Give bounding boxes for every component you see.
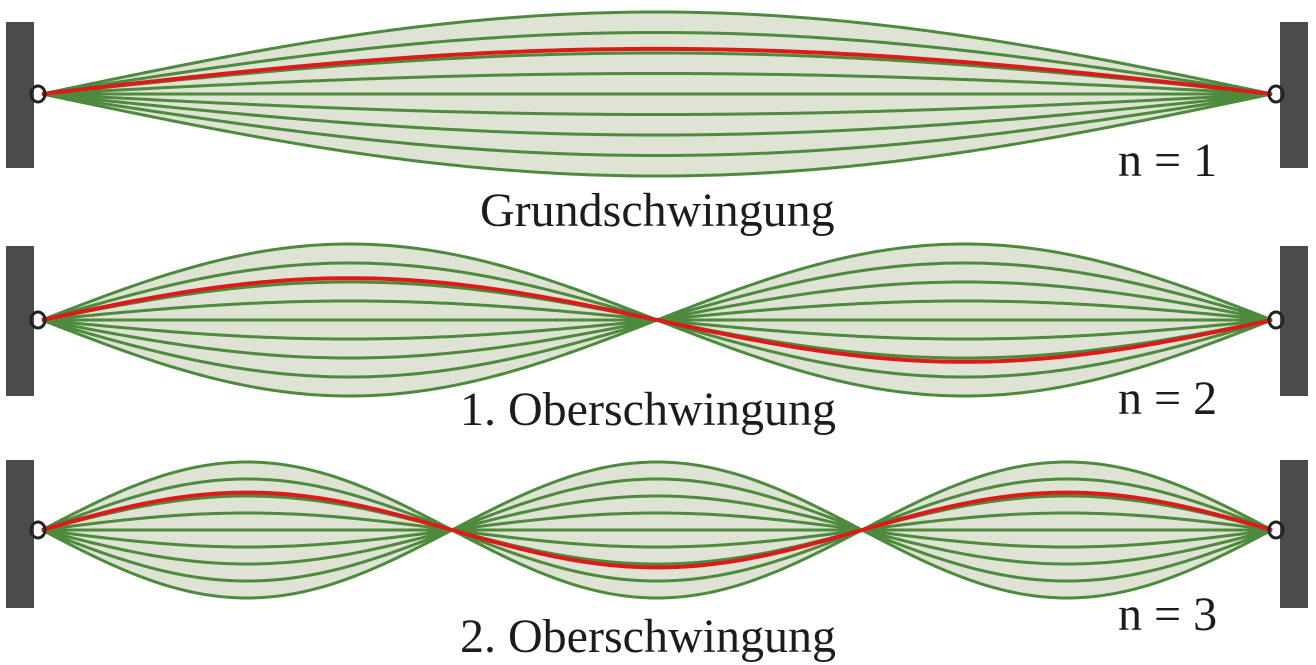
- string-position-curve: [41, 10, 1273, 96]
- highlighted-string-curve: [41, 276, 1273, 364]
- string-wave-2: [29, 242, 1285, 398]
- mode-1-name: Grundschwingung: [480, 184, 835, 237]
- right-clamp-2: [1280, 246, 1308, 396]
- left-eyelet: [29, 84, 47, 104]
- left-clamp-1: [6, 22, 34, 168]
- string-position-curve: [41, 511, 1273, 549]
- string-position-curve: [41, 511, 1273, 549]
- mode-3-group: n = 3 2. Oberschwingung: [6, 460, 1308, 663]
- left-eyelet: [29, 310, 47, 330]
- right-eyelet: [1267, 310, 1285, 330]
- string-position-curve: [41, 460, 1273, 600]
- string-position-curve: [41, 92, 1273, 178]
- mode-2-name: 1. Oberschwingung: [460, 383, 836, 436]
- right-clamp-1: [1280, 22, 1308, 168]
- string-position-curve: [41, 30, 1273, 96]
- mode-2-n-label: n = 2: [1118, 372, 1217, 425]
- left-clamp-3: [6, 460, 34, 608]
- string-position-curve: [41, 92, 1273, 116]
- string-position-curve: [41, 92, 1273, 158]
- string-position-curve: [41, 494, 1273, 566]
- right-eyelet: [1267, 520, 1285, 540]
- string-position-curve: [41, 460, 1273, 600]
- string-wave-3: [29, 460, 1285, 600]
- string-wave-1: [29, 10, 1285, 178]
- mode-1-n-label: n = 1: [1118, 134, 1217, 187]
- left-eyelet: [29, 520, 47, 540]
- string-position-curve: [41, 494, 1273, 566]
- mode-3-name: 2. Oberschwingung: [460, 610, 836, 663]
- string-position-curve: [41, 72, 1273, 96]
- right-clamp-3: [1280, 460, 1308, 608]
- string-position-curve: [41, 51, 1273, 96]
- string-position-curve: [41, 92, 1273, 137]
- highlighted-string-curve: [41, 46, 1273, 96]
- string-position-curve: [41, 477, 1273, 583]
- mode-2-group: n = 2 1. Oberschwingung: [6, 242, 1308, 436]
- left-clamp-2: [6, 246, 34, 396]
- right-eyelet: [1267, 84, 1285, 104]
- highlighted-string-curve: [41, 490, 1273, 570]
- mode-1-group: n = 1 Grundschwingung: [6, 10, 1308, 237]
- string-position-curve: [41, 477, 1273, 583]
- mode-3-n-label: n = 3: [1118, 588, 1217, 641]
